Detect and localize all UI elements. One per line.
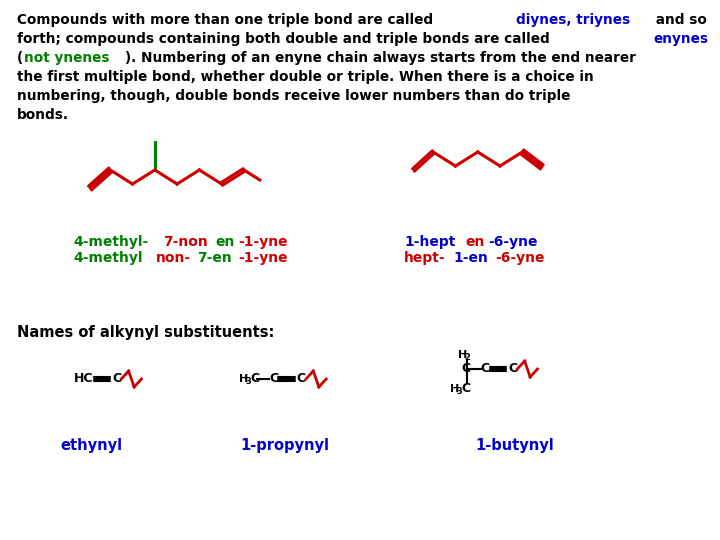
Text: C: C: [508, 362, 517, 375]
Text: C: C: [480, 362, 490, 375]
Text: Names of alkynyl substituents:: Names of alkynyl substituents:: [17, 325, 274, 340]
Text: 1-hept: 1-hept: [405, 235, 456, 249]
Text: C: C: [462, 382, 470, 395]
Text: diynes, triynes: diynes, triynes: [516, 13, 630, 27]
Text: en: en: [465, 235, 485, 249]
Text: ethynyl: ethynyl: [60, 438, 123, 453]
Text: C: C: [297, 373, 306, 386]
Text: bonds.: bonds.: [17, 108, 68, 122]
Text: en: en: [216, 235, 235, 249]
Text: C: C: [462, 362, 470, 375]
Text: -1-yne: -1-yne: [239, 251, 289, 265]
Text: 2: 2: [464, 354, 470, 362]
Text: 7-en: 7-en: [197, 251, 233, 265]
Text: and so: and so: [651, 13, 707, 27]
Text: Compounds with more than one triple bond are called: Compounds with more than one triple bond…: [17, 13, 438, 27]
Text: -6-yne: -6-yne: [495, 251, 544, 265]
Text: 4-methyl: 4-methyl: [73, 251, 143, 265]
Text: 1-butynyl: 1-butynyl: [475, 438, 554, 453]
Text: enynes: enynes: [654, 32, 708, 46]
Text: 3: 3: [246, 377, 251, 387]
Text: H: H: [450, 384, 459, 394]
Text: -6-yne: -6-yne: [488, 235, 538, 249]
Text: -1-yne: -1-yne: [239, 235, 289, 249]
Text: non-: non-: [156, 251, 191, 265]
Text: H: H: [239, 374, 248, 384]
Text: HC: HC: [73, 373, 93, 386]
Text: ). Numbering of an enyne chain always starts from the end nearer: ). Numbering of an enyne chain always st…: [125, 51, 636, 65]
Text: not ynenes: not ynenes: [24, 51, 109, 65]
Text: (: (: [17, 51, 22, 65]
Text: H: H: [458, 350, 467, 360]
Text: the first multiple bond, whether double or triple. When there is a choice in: the first multiple bond, whether double …: [17, 70, 593, 84]
Text: C: C: [250, 373, 259, 386]
Text: 7-non: 7-non: [163, 235, 207, 249]
Text: C: C: [112, 373, 121, 386]
Text: C: C: [269, 373, 279, 386]
Text: 3: 3: [456, 388, 462, 396]
Text: 4-methyl-: 4-methyl-: [73, 235, 149, 249]
Text: numbering, though, double bonds receive lower numbers than do triple: numbering, though, double bonds receive …: [17, 89, 570, 103]
Text: forth; compounds containing both double and triple bonds are called: forth; compounds containing both double …: [17, 32, 554, 46]
Text: 1-propynyl: 1-propynyl: [240, 438, 329, 453]
Text: 1-en: 1-en: [454, 251, 488, 265]
Text: hept-: hept-: [405, 251, 446, 265]
